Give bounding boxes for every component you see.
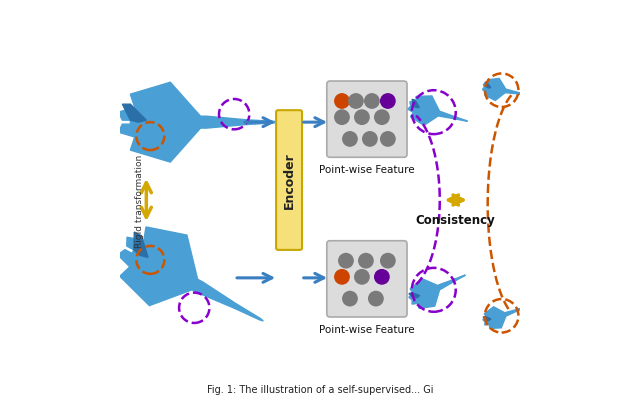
Polygon shape	[131, 117, 254, 129]
Text: Encoder: Encoder	[283, 152, 296, 209]
Polygon shape	[488, 79, 506, 91]
Polygon shape	[483, 84, 491, 89]
Circle shape	[374, 270, 389, 284]
Circle shape	[349, 95, 363, 109]
Polygon shape	[131, 248, 242, 310]
Circle shape	[343, 132, 357, 147]
Polygon shape	[122, 105, 147, 123]
Polygon shape	[410, 109, 439, 126]
Polygon shape	[418, 289, 440, 309]
Polygon shape	[410, 279, 438, 296]
Polygon shape	[486, 87, 520, 95]
Circle shape	[374, 111, 389, 125]
Circle shape	[355, 270, 369, 284]
Polygon shape	[490, 316, 506, 329]
Polygon shape	[456, 118, 467, 122]
Text: Consistency: Consistency	[416, 213, 495, 226]
Circle shape	[343, 292, 357, 306]
Circle shape	[381, 132, 395, 147]
Polygon shape	[483, 317, 491, 321]
Circle shape	[363, 132, 377, 147]
Polygon shape	[485, 90, 506, 101]
Polygon shape	[486, 310, 520, 322]
Polygon shape	[410, 102, 419, 108]
Circle shape	[369, 292, 383, 306]
Polygon shape	[131, 83, 202, 119]
Polygon shape	[484, 320, 492, 325]
Circle shape	[359, 254, 373, 268]
Polygon shape	[409, 293, 420, 298]
Polygon shape	[246, 120, 278, 125]
Circle shape	[355, 111, 369, 125]
Polygon shape	[413, 105, 459, 119]
Polygon shape	[416, 97, 440, 113]
Circle shape	[381, 95, 395, 109]
Polygon shape	[412, 297, 420, 304]
Polygon shape	[408, 107, 419, 114]
Text: Point-wise Feature: Point-wise Feature	[319, 165, 415, 174]
Polygon shape	[517, 307, 526, 311]
Polygon shape	[234, 304, 263, 321]
Polygon shape	[454, 275, 465, 282]
Circle shape	[381, 254, 395, 268]
Polygon shape	[118, 107, 147, 121]
Text: Rigid transformation: Rigid transformation	[135, 154, 144, 247]
Polygon shape	[414, 279, 457, 301]
Polygon shape	[483, 89, 490, 93]
Polygon shape	[142, 227, 198, 282]
FancyBboxPatch shape	[327, 82, 407, 158]
Text: Point-wise Feature: Point-wise Feature	[319, 324, 415, 334]
Text: Fig. 1: The illustration of a self-supervised... Gi: Fig. 1: The illustration of a self-super…	[207, 384, 433, 394]
Circle shape	[335, 95, 349, 109]
Polygon shape	[131, 127, 202, 163]
Circle shape	[335, 111, 349, 125]
Polygon shape	[118, 125, 147, 139]
Polygon shape	[484, 307, 506, 320]
FancyBboxPatch shape	[276, 111, 302, 250]
Circle shape	[339, 254, 353, 268]
Polygon shape	[518, 93, 527, 95]
Circle shape	[365, 95, 379, 109]
Polygon shape	[485, 83, 491, 89]
Polygon shape	[120, 259, 195, 306]
Polygon shape	[118, 250, 146, 270]
Polygon shape	[134, 233, 148, 258]
Circle shape	[335, 270, 349, 284]
Polygon shape	[409, 292, 420, 300]
FancyBboxPatch shape	[327, 241, 407, 317]
Polygon shape	[412, 100, 419, 108]
Polygon shape	[127, 237, 148, 258]
Polygon shape	[483, 316, 491, 322]
